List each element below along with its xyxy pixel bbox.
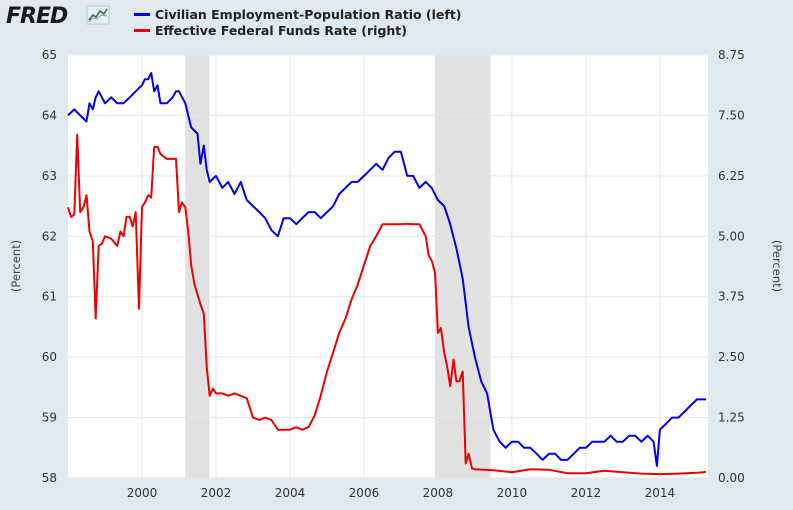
plot-area — [68, 55, 708, 478]
x-tick-label: 2010 — [497, 486, 528, 500]
x-tick-label: 2002 — [201, 486, 232, 500]
x-tick-label: 2000 — [127, 486, 158, 500]
y-tick-label-left: 64 — [42, 108, 57, 122]
y-tick-label-left: 61 — [42, 290, 57, 304]
y-tick-label-right: 0.00 — [718, 471, 745, 485]
fred-logo: FRED — [6, 4, 68, 29]
series-line-1 — [67, 133, 707, 476]
x-tick-label: 2004 — [275, 486, 306, 500]
recession-shading — [185, 55, 210, 478]
y-tick-label-left: 60 — [42, 350, 57, 364]
y-tick-label-right: 6.25 — [718, 169, 745, 183]
x-tick-label: 2012 — [571, 486, 602, 500]
x-tick-label: 2006 — [349, 486, 380, 500]
y-tick-label-left: 63 — [42, 169, 57, 183]
legend-swatch-red — [134, 28, 150, 32]
y-tick-label-left: 59 — [42, 411, 57, 425]
y-tick-label-right: 7.50 — [718, 108, 745, 122]
recession-shading — [434, 55, 491, 478]
y-tick-label-right: 2.50 — [718, 350, 745, 364]
legend-label: Effective Federal Funds Rate (right) — [155, 22, 407, 38]
x-tick-label: 2008 — [423, 486, 454, 500]
y-tick-label-right: 3.75 — [718, 290, 745, 304]
legend-swatch-blue — [134, 12, 150, 16]
y-tick-label-left: 65 — [42, 48, 57, 62]
legend-item-fed-funds-rate[interactable]: Effective Federal Funds Rate (right) — [134, 22, 407, 38]
x-tick-label: 2014 — [645, 486, 676, 500]
y-tick-label-left: 62 — [42, 229, 57, 243]
y-tick-label-right: 1.25 — [718, 411, 745, 425]
legend-item-employment-ratio[interactable]: Civilian Employment-Population Ratio (le… — [134, 6, 462, 22]
y-tick-label-right: 5.00 — [718, 229, 745, 243]
y-tick-label-left: 58 — [42, 471, 57, 485]
legend-label: Civilian Employment-Population Ratio (le… — [155, 6, 462, 22]
y-axis-label-right: (Percent) — [770, 240, 784, 292]
fred-logo-chart-icon — [86, 5, 110, 25]
series-line-0 — [67, 72, 707, 467]
y-axis-label-left: (Percent) — [9, 240, 23, 292]
y-tick-label-right: 8.75 — [718, 48, 745, 62]
